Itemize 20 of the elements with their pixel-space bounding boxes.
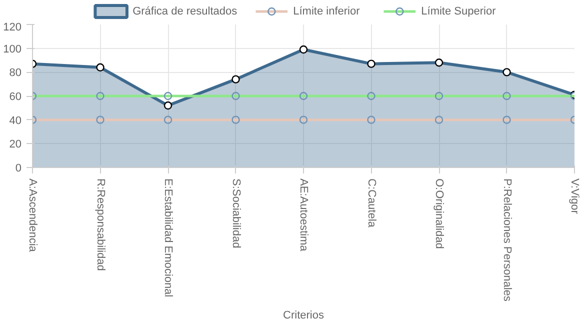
legend-label: Límite inferior bbox=[293, 6, 360, 18]
x-tick-label: AE:Autoestima bbox=[298, 178, 310, 252]
x-tick-label: A:Ascendencia bbox=[26, 178, 38, 253]
y-tick-label: 40 bbox=[9, 114, 22, 127]
x-tick-label: S:Sociabilidad bbox=[230, 178, 242, 248]
legend-label: Gráfica de resultados bbox=[132, 6, 238, 18]
y-tick-label: 0 bbox=[15, 162, 22, 174]
y-tick-label: 100 bbox=[3, 43, 22, 56]
legend-label: Límite Superior bbox=[421, 6, 496, 18]
y-tick-label: 60 bbox=[9, 91, 22, 103]
y-tick-label: 120 bbox=[3, 22, 22, 34]
x-tick-label: E:Estabilidad Emocional bbox=[162, 178, 174, 298]
x-axis-title: Criterios bbox=[283, 309, 324, 322]
y-tick-label: 20 bbox=[9, 138, 22, 151]
x-tick-label: R:Responsabilidad bbox=[94, 178, 106, 271]
x-tick-label: O:Originalidad bbox=[433, 178, 445, 249]
y-tick-label: 80 bbox=[9, 67, 22, 80]
x-tick-label: P:Relaciones Personales bbox=[500, 178, 513, 302]
x-tick-label: C:Cautela bbox=[365, 178, 378, 228]
x-tick-label: V:Vigor bbox=[568, 178, 580, 214]
